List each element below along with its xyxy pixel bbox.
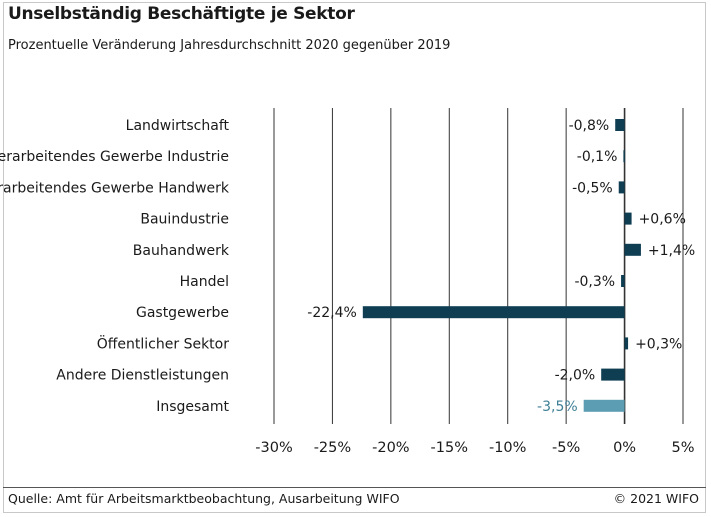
- x-tick-label: -5%: [552, 440, 580, 456]
- category-label: Gastgewerbe: [136, 305, 229, 321]
- bar: [601, 368, 625, 381]
- copyright-note: © 2021 WIFO: [613, 491, 699, 506]
- category-label: Landwirtschaft: [126, 118, 230, 134]
- bar: [624, 212, 632, 225]
- x-tick-label: 5%: [671, 440, 694, 456]
- data-label: +0,3%: [635, 336, 682, 352]
- data-label: -22,4%: [307, 305, 357, 321]
- category-label: Verarbeitendes Gewerbe Handwerk: [0, 180, 230, 196]
- bar: [615, 119, 625, 131]
- x-tick-label: 0%: [613, 440, 636, 456]
- category-label: Bauhandwerk: [133, 243, 230, 259]
- bar: [583, 399, 625, 412]
- x-tick-label: -15%: [431, 440, 468, 456]
- x-tick-label: -30%: [255, 440, 292, 456]
- footer-divider: [3, 487, 706, 488]
- category-label: Öffentlicher Sektor: [97, 334, 229, 352]
- data-label: -0,1%: [577, 149, 618, 165]
- category-label: Andere Dienstleistungen: [56, 368, 229, 384]
- category-label: Bauindustrie: [140, 212, 229, 228]
- chart-frame: [3, 2, 706, 513]
- category-label: Verarbeitendes Gewerbe Industrie: [0, 149, 229, 165]
- bar: [624, 337, 629, 350]
- chart-title: Unselbständig Beschäftigte je Sektor: [8, 4, 355, 24]
- x-tick-label: -20%: [372, 440, 409, 456]
- bar: [623, 150, 625, 163]
- bar: [624, 243, 641, 256]
- data-label: +1,4%: [648, 243, 695, 259]
- x-tick-label: -25%: [314, 440, 351, 456]
- source-note: Quelle: Amt für Arbeitsmarktbeobachtung,…: [8, 491, 400, 506]
- data-label: -2,0%: [555, 368, 596, 384]
- x-tick-label: -10%: [489, 440, 526, 456]
- data-label: -0,8%: [569, 118, 610, 134]
- chart-subtitle: Prozentuelle Veränderung Jahresdurchschn…: [8, 38, 451, 53]
- data-label: -0,5%: [572, 180, 613, 196]
- bar: [621, 275, 625, 287]
- bar: [362, 306, 625, 319]
- data-label: -3,5%: [537, 399, 578, 415]
- data-label: -0,3%: [574, 274, 615, 290]
- bar: [618, 181, 625, 194]
- data-label: +0,6%: [639, 212, 686, 228]
- category-label: Handel: [180, 274, 229, 290]
- category-label: Insgesamt: [156, 399, 229, 415]
